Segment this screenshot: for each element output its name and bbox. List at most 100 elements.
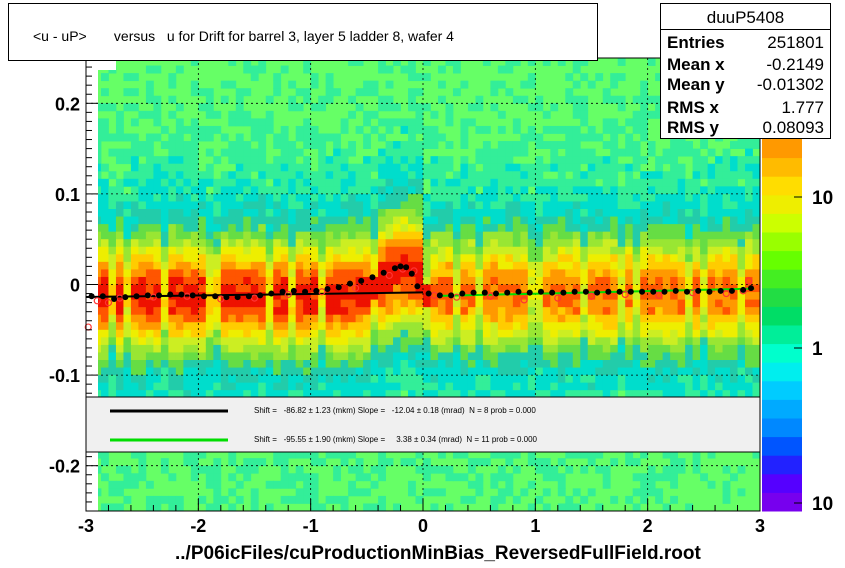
heatmap-cell (415, 375, 424, 384)
heatmap-cell (198, 88, 207, 97)
heatmap-cell (452, 178, 461, 187)
heatmap-cell (318, 178, 327, 187)
heatmap-cell (190, 178, 199, 187)
heatmap-cell (265, 503, 274, 512)
heatmap-cell (205, 329, 214, 338)
heatmap-cell (707, 209, 716, 217)
heatmap-cell (348, 231, 356, 240)
heatmap-cell (527, 314, 536, 323)
data-point-black (448, 292, 455, 299)
heatmap-cell (670, 495, 679, 504)
heatmap-cell (512, 367, 521, 376)
heatmap-cell (205, 178, 214, 187)
heatmap-cell (632, 276, 641, 285)
heatmap-cell (130, 224, 139, 233)
heatmap-cell (730, 178, 738, 187)
heatmap-cell (123, 239, 132, 248)
heatmap-cell (730, 254, 738, 263)
heatmap-cell (580, 103, 589, 112)
heatmap-cell (228, 254, 237, 263)
heatmap-cell (100, 163, 109, 172)
heatmap-cell (452, 299, 461, 308)
heatmap-cell (752, 390, 761, 399)
heatmap-cell (730, 344, 738, 353)
heatmap-cell (130, 390, 139, 399)
heatmap-cell (355, 344, 364, 353)
heatmap-cell (205, 337, 214, 346)
heatmap-cell (490, 156, 499, 165)
heatmap-cell (153, 216, 162, 225)
heatmap-cell (400, 239, 409, 248)
heatmap-cell (700, 314, 708, 323)
data-point-black (156, 292, 163, 299)
heatmap-cell (160, 224, 169, 233)
heatmap-cell (542, 246, 551, 255)
heatmap-cell (175, 337, 184, 346)
heatmap-cell (303, 352, 312, 361)
heatmap-cell (123, 216, 132, 225)
heatmap-cell (557, 261, 566, 270)
heatmap-cell (355, 390, 364, 399)
heatmap-cell (258, 390, 267, 399)
heatmap-cell (602, 292, 611, 300)
heatmap-cell (610, 352, 619, 361)
heatmap-cell (580, 209, 589, 217)
heatmap-cell (333, 367, 342, 376)
heatmap-cell (610, 314, 619, 323)
heatmap-cell (737, 292, 746, 300)
heatmap-cell (340, 239, 349, 248)
heatmap-cell (370, 292, 379, 300)
heatmap-cell (580, 284, 589, 293)
heatmap-cell (303, 201, 312, 210)
heatmap-cell (408, 246, 416, 255)
heatmap-cell (190, 171, 199, 180)
heatmap-cell (512, 239, 521, 248)
heatmap-cell (145, 163, 154, 172)
heatmap-cell (370, 125, 379, 134)
heatmap-cell (310, 141, 319, 149)
heatmap-cell (340, 224, 349, 233)
heatmap-cell (408, 216, 416, 225)
heatmap-cell (370, 163, 379, 172)
heatmap-cell (617, 375, 626, 384)
heatmap-cell (730, 239, 738, 248)
heatmap-cell (220, 375, 229, 384)
heatmap-cell (243, 231, 252, 240)
heatmap-cell (580, 322, 589, 331)
heatmap-cell (378, 329, 386, 338)
heatmap-cell (318, 163, 327, 172)
heatmap-cell (370, 390, 379, 399)
heatmap-cell (572, 224, 581, 233)
heatmap-cell (123, 480, 132, 489)
heatmap-cell (288, 344, 297, 353)
heatmap-cell (108, 503, 117, 512)
heatmap-cell (655, 292, 664, 300)
heatmap-cell (715, 390, 723, 399)
heatmap-cell (475, 299, 484, 308)
heatmap-cell (445, 163, 454, 172)
heatmap-cell (243, 390, 252, 399)
heatmap-cell (228, 246, 237, 255)
heatmap-cell (363, 503, 371, 512)
heatmap-cell (572, 503, 581, 512)
heatmap-cell (617, 269, 626, 278)
heatmap-cell (250, 65, 259, 74)
heatmap-cell (265, 299, 274, 308)
heatmap-cell (385, 201, 394, 210)
heatmap-cell (497, 450, 506, 459)
heatmap-cell (130, 382, 139, 391)
heatmap-cell (310, 352, 319, 361)
heatmap-cell (183, 322, 192, 331)
heatmap-cell (730, 299, 738, 308)
heatmap-cell (280, 495, 289, 504)
heatmap-cell (325, 390, 334, 399)
heatmap-cell (580, 450, 589, 459)
heatmap-cell (602, 201, 611, 210)
heatmap-cell (295, 450, 304, 459)
heatmap-cell (752, 171, 761, 180)
heatmap-cell (190, 58, 199, 66)
heatmap-cell (280, 231, 289, 240)
heatmap-cell (655, 360, 664, 368)
heatmap-cell (243, 352, 252, 361)
heatmap-cell (423, 216, 431, 225)
